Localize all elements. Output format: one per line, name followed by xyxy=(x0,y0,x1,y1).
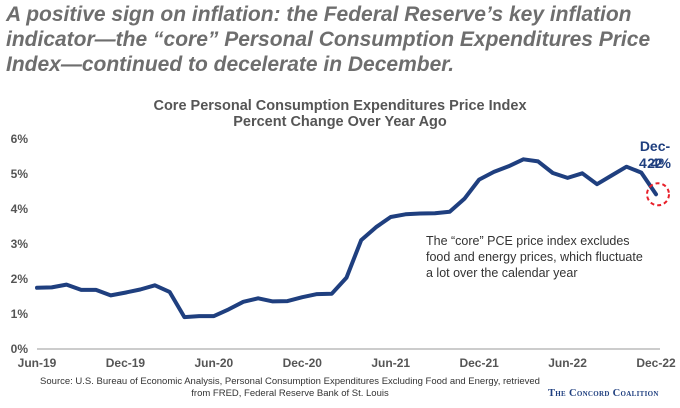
x-tick-label: Jun-21 xyxy=(371,356,410,370)
callout-value: 4.4% xyxy=(639,155,671,171)
x-tick-label: Dec-20 xyxy=(283,356,323,370)
source-note: Source: U.S. Bureau of Economic Analysis… xyxy=(40,376,540,399)
chart-title: Core Personal Consumption Expenditures P… xyxy=(153,98,527,114)
x-tick-label: Dec-19 xyxy=(106,356,146,370)
y-tick-label: 2% xyxy=(11,272,29,286)
brand-logo: The Concord Coalition xyxy=(548,388,659,399)
y-tick-label: 4% xyxy=(11,202,29,216)
series-line xyxy=(35,157,658,320)
y-tick-label: 1% xyxy=(11,307,29,321)
x-tick-label: Dec-21 xyxy=(459,356,499,370)
headline: A positive sign on inflation: the Federa… xyxy=(6,3,651,76)
callout-date: Dec-22 xyxy=(639,138,671,171)
brand-text: The Concord Coalition xyxy=(548,388,659,399)
chart-subtitle: Percent Change Over Year Ago xyxy=(233,114,447,130)
chart-annotation: The “core” PCE price index excludes food… xyxy=(426,234,643,280)
x-tick-label: Dec-22 xyxy=(636,356,676,370)
y-tick-label: 3% xyxy=(11,237,29,251)
y-tick-label: 6% xyxy=(11,132,29,146)
x-tick-label: Jun-20 xyxy=(195,356,234,370)
x-tick-label: Jun-19 xyxy=(18,356,57,370)
x-tick-label: Jun-22 xyxy=(548,356,587,370)
last-point-highlight xyxy=(646,182,670,207)
y-tick-label: 5% xyxy=(11,167,29,181)
y-tick-label: 0% xyxy=(11,342,29,356)
